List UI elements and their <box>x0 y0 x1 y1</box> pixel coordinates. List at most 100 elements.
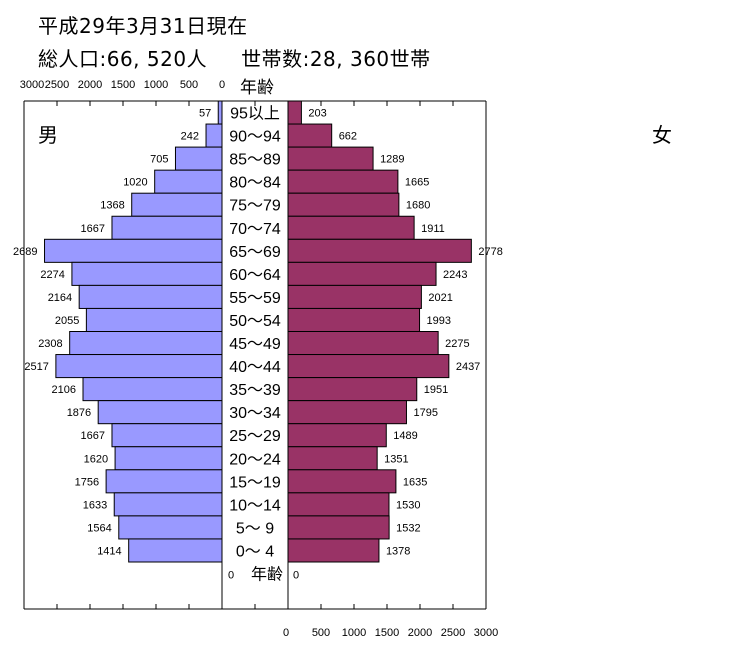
male-bar <box>85 307 223 333</box>
male-data-label: 57 <box>199 108 211 120</box>
age-group-label: 35～39 <box>229 382 281 399</box>
female-bar <box>287 492 390 517</box>
male-data-label: 2274 <box>40 269 64 281</box>
age-group-label: 40～44 <box>229 359 281 376</box>
male-bar <box>128 538 223 563</box>
female-bar <box>287 146 374 171</box>
male-bar <box>111 215 223 240</box>
female-axis-tick-label: 1500 <box>375 627 399 639</box>
male-axis-tick-label: 1000 <box>144 79 168 91</box>
male-bar <box>154 169 223 194</box>
male-data-label: 2106 <box>52 384 76 396</box>
male-data-label: 1667 <box>80 223 104 235</box>
male-axis-tick-label: 1500 <box>111 79 135 91</box>
male-zero-label: 0 <box>228 570 234 582</box>
female-data-label: 2437 <box>456 361 480 373</box>
female-data-label: 1680 <box>406 200 430 212</box>
male-bar <box>71 261 223 286</box>
female-bar <box>287 284 422 309</box>
female-data-label: 1530 <box>396 499 420 511</box>
female-axis-tick-label: 3000 <box>474 627 498 639</box>
female-data-label: 1795 <box>413 407 437 419</box>
male-data-label: 2308 <box>38 338 62 350</box>
age-group-label: 95以上 <box>230 105 280 123</box>
male-bar <box>82 377 223 402</box>
age-group-label: 0～ 4 <box>236 543 274 560</box>
female-data-label: 1378 <box>386 545 410 557</box>
male-axis-tick-label: 2500 <box>45 79 69 91</box>
age-group-label: 45～49 <box>229 336 281 353</box>
female-data-label: 1532 <box>396 522 420 534</box>
male-data-label: 1368 <box>100 200 124 212</box>
male-data-label: 1564 <box>87 522 111 534</box>
age-group-label: 5～ 9 <box>236 520 274 537</box>
male-bar <box>55 354 223 379</box>
male-bar <box>78 284 223 309</box>
male-data-label: 1876 <box>67 407 91 419</box>
female-axis-tick-label: 1000 <box>342 627 366 639</box>
male-data-label: 2689 <box>13 246 37 258</box>
female-data-label: 2778 <box>478 246 502 258</box>
female-data-label: 2021 <box>428 292 452 304</box>
male-bar <box>118 515 223 540</box>
female-bar <box>287 192 400 217</box>
male-data-label: 1756 <box>75 476 99 488</box>
male-data-label: 705 <box>150 154 168 166</box>
female-bar <box>287 307 421 333</box>
female-axis-tick-label: 500 <box>312 627 330 639</box>
female-series-label: 女 <box>652 124 672 147</box>
female-bar <box>287 331 439 356</box>
female-bar <box>287 377 418 402</box>
age-group-label: 10～14 <box>229 497 281 514</box>
female-bar <box>287 354 450 379</box>
female-bar <box>287 400 407 425</box>
female-data-label: 1951 <box>424 384 448 396</box>
male-data-label: 1633 <box>83 499 107 511</box>
female-bar <box>287 215 415 240</box>
female-data-label: 2275 <box>445 338 469 350</box>
age-group-label: 50～54 <box>229 313 281 330</box>
female-axis-tick-label: 2500 <box>441 627 465 639</box>
female-data-label: 1993 <box>427 315 451 327</box>
male-bar <box>105 469 223 494</box>
male-data-label: 2164 <box>48 292 72 304</box>
male-data-label: 1414 <box>97 545 121 557</box>
female-bar <box>287 515 390 540</box>
male-axis-tick-label: 0 <box>219 79 225 91</box>
age-axis-title-bottom: 年齢 <box>251 566 283 584</box>
male-bar <box>131 192 223 217</box>
female-bar <box>287 446 378 471</box>
female-data-label: 2243 <box>443 269 467 281</box>
male-bar <box>174 146 223 171</box>
age-group-label: 30～34 <box>229 405 281 422</box>
male-bar <box>97 400 223 425</box>
female-bar <box>287 100 302 125</box>
age-group-label: 80～84 <box>229 175 281 192</box>
age-group-label: 55～59 <box>229 290 281 307</box>
male-data-label: 1020 <box>123 177 147 189</box>
age-group-label: 25～29 <box>229 428 281 445</box>
female-data-label: 1665 <box>405 177 429 189</box>
female-bar <box>287 261 437 286</box>
population-title: 総人口:66, 520人 世帯数:28, 360世帯 <box>38 43 431 72</box>
male-series-label: 男 <box>38 125 58 147</box>
male-data-label: 242 <box>181 131 199 143</box>
male-bar <box>111 423 223 448</box>
female-bar <box>287 169 399 194</box>
household-count: 世帯数:28, 360世帯 <box>241 47 431 71</box>
total-population: 総人口:66, 520人 <box>38 47 208 71</box>
female-bar <box>287 469 397 494</box>
male-bar <box>217 100 223 125</box>
female-axis-tick-label: 0 <box>283 627 289 639</box>
female-data-label: 1489 <box>393 430 417 442</box>
age-axis-title: 年齢 <box>240 78 274 97</box>
female-data-label: 662 <box>339 131 357 143</box>
age-group-label: 90～94 <box>229 129 281 146</box>
age-group-label: 75～79 <box>229 198 281 215</box>
male-bar <box>205 123 223 148</box>
age-group-label: 65～69 <box>229 244 281 261</box>
female-zero-label: 0 <box>293 570 299 582</box>
male-axis-tick-label: 2000 <box>78 79 102 91</box>
age-group-label: 85～89 <box>229 152 281 169</box>
